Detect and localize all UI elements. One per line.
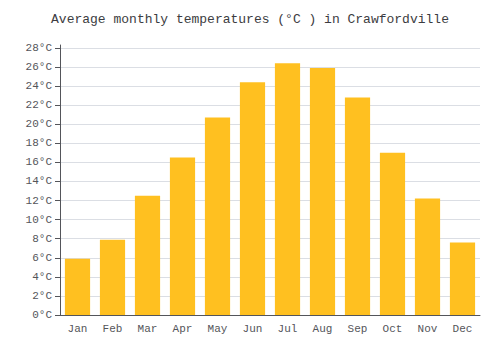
svg-text:2°C: 2°C <box>32 290 52 302</box>
svg-text:10°C: 10°C <box>26 214 53 226</box>
svg-text:Aug: Aug <box>313 323 333 335</box>
svg-text:22°C: 22°C <box>26 99 53 111</box>
svg-text:Oct: Oct <box>383 323 403 335</box>
svg-text:4°C: 4°C <box>32 271 52 283</box>
svg-text:Nov: Nov <box>418 323 438 335</box>
svg-text:28°C: 28°C <box>26 42 53 54</box>
svg-text:Apr: Apr <box>173 323 193 335</box>
svg-text:12°C: 12°C <box>26 195 53 207</box>
svg-text:24°C: 24°C <box>26 80 53 92</box>
svg-text:Mar: Mar <box>138 323 158 335</box>
svg-text:Jun: Jun <box>243 323 263 335</box>
svg-text:0°C: 0°C <box>32 309 52 321</box>
svg-text:May: May <box>208 323 228 335</box>
svg-text:Feb: Feb <box>103 323 123 335</box>
svg-text:Jul: Jul <box>278 323 298 335</box>
svg-text:14°C: 14°C <box>26 175 53 187</box>
svg-text:16°C: 16°C <box>26 156 53 168</box>
svg-text:6°C: 6°C <box>32 252 52 264</box>
svg-text:Sep: Sep <box>348 323 368 335</box>
svg-text:Jan: Jan <box>68 323 88 335</box>
svg-text:26°C: 26°C <box>26 61 53 73</box>
svg-text:8°C: 8°C <box>32 233 52 245</box>
svg-text:Average monthly temperatures (: Average monthly temperatures (°C ) in Cr… <box>51 12 449 27</box>
svg-text:20°C: 20°C <box>26 118 53 130</box>
svg-text:Dec: Dec <box>453 323 473 335</box>
svg-text:18°C: 18°C <box>26 137 53 149</box>
